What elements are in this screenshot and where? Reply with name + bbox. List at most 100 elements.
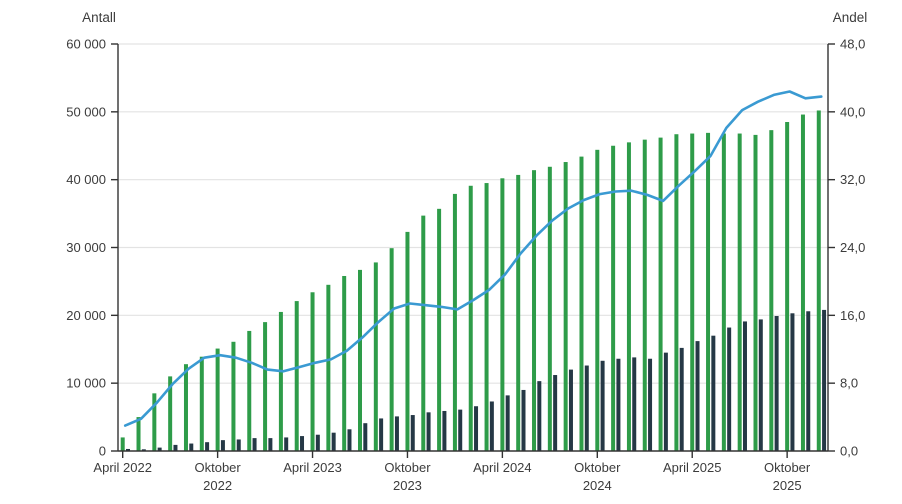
bar <box>568 369 573 451</box>
bar <box>505 395 510 451</box>
bar <box>315 434 320 451</box>
bar <box>437 208 442 451</box>
bar <box>120 437 125 451</box>
bar <box>516 174 521 451</box>
left-tick-label: 40 000 <box>66 172 106 187</box>
x-tick-label: Oktober <box>764 460 811 475</box>
bar <box>358 269 362 451</box>
bar <box>785 122 790 451</box>
bar <box>183 364 188 451</box>
bar <box>421 215 426 451</box>
bar <box>626 142 631 451</box>
bar <box>632 357 637 451</box>
bar <box>326 284 331 451</box>
bar <box>595 149 600 451</box>
bar <box>774 316 779 451</box>
bar <box>753 134 758 451</box>
bar <box>600 360 605 451</box>
right-tick-label: 0,0 <box>840 444 858 459</box>
bar <box>189 443 194 451</box>
right-tick-label: 48,0 <box>840 37 865 52</box>
bar <box>252 438 257 451</box>
bar <box>458 409 463 451</box>
bar <box>410 415 415 451</box>
left-axis-title: Antall <box>82 10 116 25</box>
bar <box>426 412 431 451</box>
bar <box>758 319 763 451</box>
bar <box>727 327 732 451</box>
left-tick-label: 10 000 <box>66 376 106 391</box>
bar <box>711 335 716 451</box>
right-tick-label: 32,0 <box>840 172 865 187</box>
bar <box>474 406 479 451</box>
bar <box>690 133 695 452</box>
bar <box>806 311 811 451</box>
x-tick-label: 2022 <box>203 478 232 493</box>
x-tick-label: Oktober <box>194 460 241 475</box>
bar <box>658 137 663 452</box>
bar <box>611 145 616 451</box>
left-tick-label: 60 000 <box>66 37 106 52</box>
bar <box>152 393 157 451</box>
bar <box>236 439 241 451</box>
antall-subset-dark-bars <box>126 309 827 451</box>
bar <box>663 352 668 451</box>
bar <box>278 311 283 451</box>
bar <box>584 365 589 451</box>
bar <box>674 134 679 452</box>
x-tick-label: April 2022 <box>93 460 152 475</box>
bar <box>347 429 352 451</box>
bar <box>452 193 457 451</box>
bar <box>141 449 146 451</box>
bar <box>394 416 399 451</box>
bar <box>300 436 305 451</box>
bar <box>579 156 584 451</box>
left-tick-label: 30 000 <box>66 240 106 255</box>
bar <box>679 347 684 451</box>
bar <box>199 356 204 451</box>
bar <box>389 248 394 451</box>
bar <box>742 321 747 451</box>
bar <box>284 437 289 451</box>
antall-total-green-bars <box>120 110 821 452</box>
right-tick-label: 40,0 <box>840 104 865 119</box>
bar <box>405 231 410 451</box>
right-axis-title: Andel <box>833 10 868 25</box>
left-tick-label: 0 <box>99 444 106 459</box>
bar <box>136 417 141 451</box>
bar <box>342 275 347 451</box>
bar <box>695 341 700 451</box>
bar <box>537 381 542 451</box>
axis-tick-labels: 0 10 000 20 000 30 000 40 000 50 000 60 000 0,0… <box>66 37 865 494</box>
bar <box>532 170 537 452</box>
bar <box>721 133 726 452</box>
right-tick-label: 24,0 <box>840 240 865 255</box>
right-tick-label: 16,0 <box>840 308 865 323</box>
bar <box>468 185 473 451</box>
x-tick-label: Oktober <box>384 460 431 475</box>
bar <box>563 162 568 451</box>
x-tick-label: 2025 <box>773 478 802 493</box>
bar <box>521 389 526 451</box>
gridlines <box>118 43 828 384</box>
trend-line <box>123 90 823 427</box>
x-tick-label: April 2024 <box>473 460 532 475</box>
bar <box>268 438 273 451</box>
bar <box>220 440 225 451</box>
bar <box>489 401 494 451</box>
bar <box>247 330 252 451</box>
x-tick-label: 2023 <box>393 478 422 493</box>
bar-series <box>120 110 827 452</box>
bar <box>484 183 489 451</box>
bar <box>310 292 315 451</box>
bar <box>442 410 447 451</box>
axes <box>111 43 835 458</box>
bar <box>790 313 795 451</box>
bar <box>263 322 268 451</box>
bar <box>648 358 653 451</box>
bar <box>126 448 130 451</box>
bar <box>822 309 827 451</box>
bar <box>363 423 368 451</box>
bar <box>331 432 336 451</box>
